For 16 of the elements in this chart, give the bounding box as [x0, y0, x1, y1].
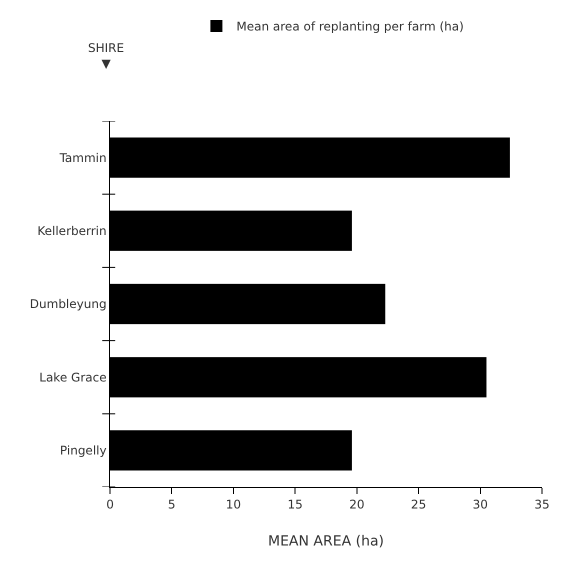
y-tick-label: Lake Grace	[39, 370, 107, 384]
x-tick-label: 35	[534, 497, 550, 512]
legend-label: Mean area of replanting per farm (ha)	[236, 20, 464, 34]
y-axis-title: SHIRE ▼	[88, 41, 124, 71]
x-tick-label: 30	[472, 497, 488, 512]
y-tick-label: Dumbleyung	[30, 297, 107, 312]
y-tick-label: Kellerberrin	[37, 224, 107, 238]
y-tick-label: Pingelly	[60, 444, 107, 458]
x-tick-label: 5	[168, 497, 176, 512]
y-tick-label: Tammin	[58, 150, 107, 165]
x-tick-label: 15	[288, 497, 303, 512]
x-tick-label: 10	[226, 497, 242, 512]
x-tick-label: 0	[106, 497, 114, 512]
x-axis-title: MEAN AREA (ha)	[268, 534, 384, 550]
x-tick-label: 25	[410, 497, 426, 512]
x-tick-label: 20	[349, 497, 364, 512]
